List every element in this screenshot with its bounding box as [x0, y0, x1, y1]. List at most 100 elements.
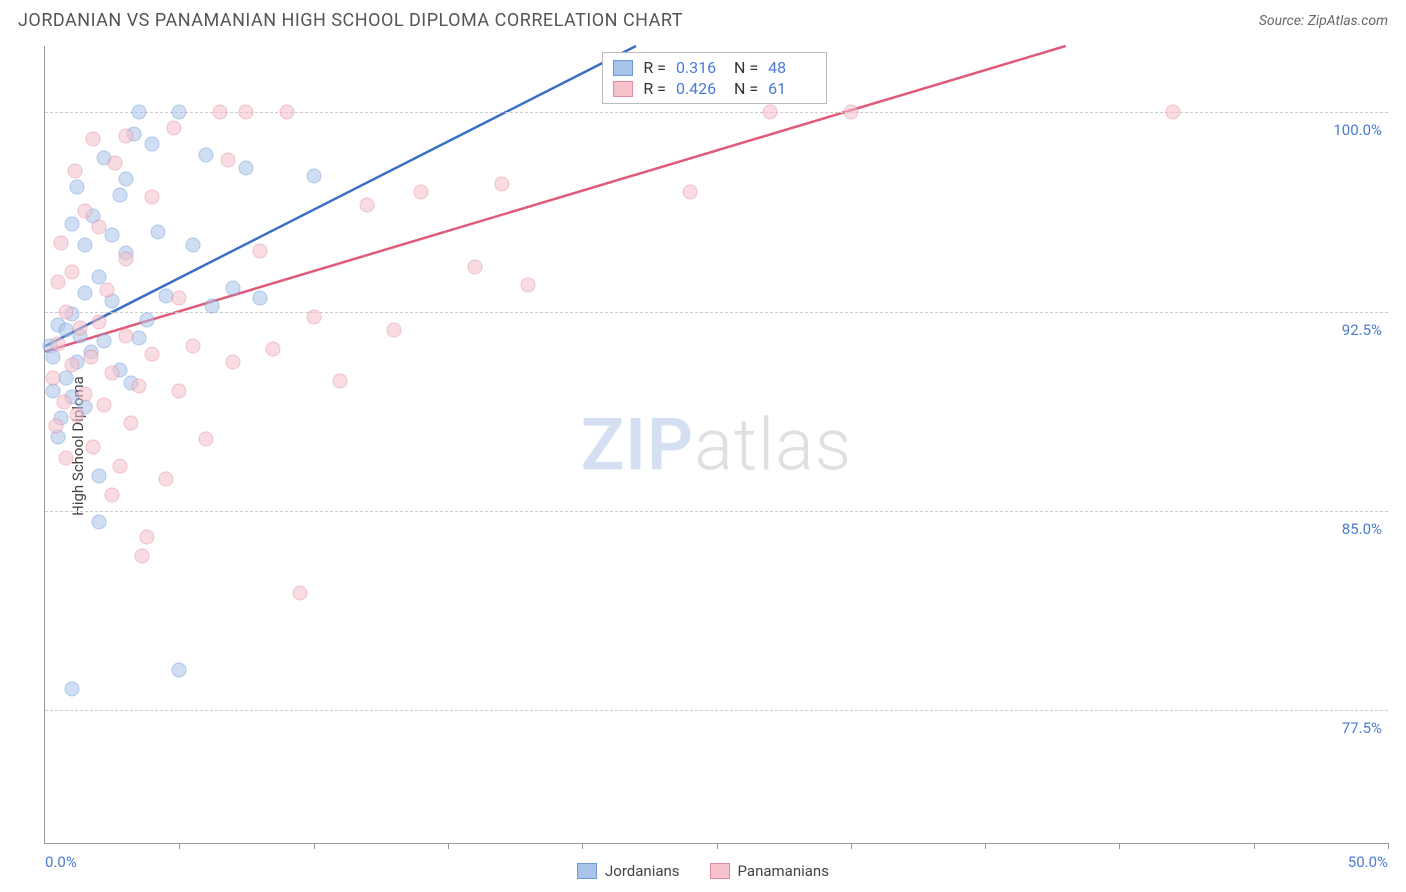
data-point — [204, 299, 219, 314]
scatter-plot-area: ZIPatlas 77.5%85.0%92.5%100.0%0.0%50.0%R… — [44, 46, 1388, 844]
x-tick — [851, 843, 852, 849]
data-point — [56, 394, 71, 409]
stats-swatch — [613, 60, 633, 76]
data-point — [70, 408, 85, 423]
bottom-legend: Jordanians Panamanians — [577, 862, 829, 880]
data-point — [118, 171, 133, 186]
legend-label-jordanians: Jordanians — [605, 862, 680, 880]
gridline-h — [45, 710, 1388, 711]
data-point — [172, 663, 187, 678]
data-point — [107, 155, 122, 170]
stat-n-label: N = — [734, 79, 758, 98]
x-tick — [1119, 843, 1120, 849]
data-point — [145, 190, 160, 205]
y-tick-label: 77.5% — [1342, 719, 1382, 737]
trend-line — [45, 46, 636, 346]
data-point — [118, 129, 133, 144]
legend-label-panamanians: Panamanians — [738, 862, 829, 880]
data-point — [145, 347, 160, 362]
data-point — [64, 357, 79, 372]
data-point — [279, 105, 294, 120]
legend-item-jordanians: Jordanians — [577, 862, 680, 880]
x-tick — [448, 843, 449, 849]
data-point — [59, 450, 74, 465]
data-point — [682, 185, 697, 200]
data-point — [293, 586, 308, 601]
data-point — [414, 185, 429, 200]
x-tick — [179, 843, 180, 849]
data-point — [212, 105, 227, 120]
stat-r-value: 0.426 — [676, 79, 724, 98]
data-point — [158, 472, 173, 487]
data-point — [226, 280, 241, 295]
legend-swatch-jordanians — [577, 863, 597, 879]
data-point — [140, 530, 155, 545]
stats-box: R =0.316N =48R =0.426N =61 — [602, 52, 827, 104]
data-point — [494, 177, 509, 192]
data-point — [306, 309, 321, 324]
x-tick — [582, 843, 583, 849]
data-point — [140, 312, 155, 327]
data-point — [46, 349, 61, 364]
trend-line — [45, 46, 1066, 352]
data-point — [252, 291, 267, 306]
data-point — [59, 304, 74, 319]
y-tick-label: 85.0% — [1342, 520, 1382, 538]
chart-header: JORDANIAN VS PANAMANIAN HIGH SCHOOL DIPL… — [0, 0, 1406, 39]
data-point — [132, 379, 147, 394]
data-point — [86, 440, 101, 455]
watermark-atlas: atlas — [694, 402, 852, 487]
data-point — [763, 105, 778, 120]
data-point — [51, 275, 66, 290]
data-point — [172, 105, 187, 120]
stats-row: R =0.316N =48 — [613, 57, 816, 78]
stat-n-value: 48 — [768, 58, 816, 77]
data-point — [54, 235, 69, 250]
y-tick-label: 100.0% — [1333, 121, 1382, 139]
stat-r-label: R = — [643, 79, 666, 98]
data-point — [118, 328, 133, 343]
data-point — [64, 264, 79, 279]
data-point — [78, 238, 93, 253]
data-point — [226, 355, 241, 370]
data-point — [83, 349, 98, 364]
data-point — [70, 179, 85, 194]
data-point — [172, 384, 187, 399]
data-point — [843, 105, 858, 120]
legend-swatch-panamanians — [710, 863, 730, 879]
data-point — [78, 387, 93, 402]
data-point — [64, 216, 79, 231]
data-point — [51, 336, 66, 351]
data-point — [145, 137, 160, 152]
x-tick — [717, 843, 718, 849]
source-attribution: Source: ZipAtlas.com — [1259, 13, 1388, 29]
data-point — [521, 278, 536, 293]
gridline-h — [45, 312, 1388, 313]
data-point — [86, 131, 101, 146]
data-point — [97, 333, 112, 348]
data-point — [118, 251, 133, 266]
data-point — [239, 161, 254, 176]
stat-r-value: 0.316 — [676, 58, 724, 77]
stats-swatch — [613, 81, 633, 97]
data-point — [360, 198, 375, 213]
data-point — [467, 259, 482, 274]
data-point — [239, 105, 254, 120]
stats-row: R =0.426N =61 — [613, 78, 816, 99]
data-point — [78, 203, 93, 218]
data-point — [91, 315, 106, 330]
x-tick-label-max: 50.0% — [1348, 853, 1388, 871]
data-point — [252, 243, 267, 258]
x-tick — [985, 843, 986, 849]
data-point — [185, 339, 200, 354]
data-point — [266, 341, 281, 356]
data-point — [172, 291, 187, 306]
data-point — [132, 331, 147, 346]
data-point — [59, 371, 74, 386]
data-point — [91, 514, 106, 529]
x-tick — [314, 843, 315, 849]
data-point — [1166, 105, 1181, 120]
data-point — [387, 323, 402, 338]
data-point — [78, 286, 93, 301]
watermark-zip: ZIP — [581, 402, 694, 487]
